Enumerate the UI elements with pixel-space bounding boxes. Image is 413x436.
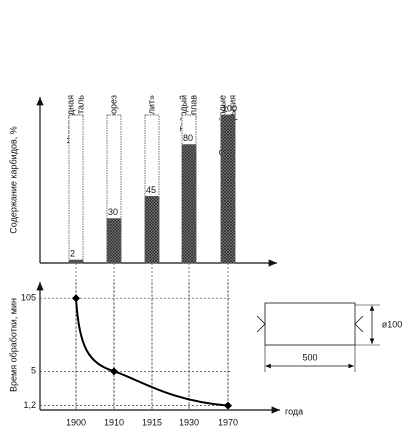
y-tick-label: 5	[31, 366, 36, 376]
diameter-label: ø100	[382, 319, 403, 329]
bar	[220, 114, 236, 264]
data-label: 30	[108, 207, 118, 217]
bar	[68, 259, 84, 264]
x-axis-label: года	[285, 406, 303, 416]
x-tick-label: 1915	[142, 417, 162, 427]
x-tick-label: 1930	[179, 417, 199, 427]
data-label: 80	[183, 133, 193, 143]
category-label: покрытия	[227, 95, 237, 134]
category-label: Твёрдый	[178, 95, 188, 131]
y-tick-label: 1,2	[23, 400, 36, 410]
data-label: 45	[146, 185, 156, 195]
bar	[181, 144, 197, 264]
y-axis-label: Содержание карбидов, %	[8, 126, 18, 233]
bar-outline	[68, 114, 84, 264]
marker	[110, 367, 118, 376]
marker	[224, 401, 232, 410]
bar	[144, 196, 160, 264]
x-tick-label: 1970	[218, 417, 238, 427]
bar	[106, 218, 122, 264]
data-label: 100	[222, 103, 237, 113]
dimension-diagram	[256, 302, 380, 372]
data-label: 2	[70, 248, 75, 258]
category-label: сталь	[75, 95, 85, 119]
y-tick-label: 105	[21, 293, 36, 303]
x-tick-label: 1900	[66, 417, 86, 427]
x-tick-label: 1910	[104, 417, 124, 427]
length-label: 500	[302, 352, 317, 362]
category-label: сплав	[188, 95, 198, 120]
marker	[72, 294, 80, 303]
y-axis-label: Время обработки, мин	[8, 298, 18, 392]
